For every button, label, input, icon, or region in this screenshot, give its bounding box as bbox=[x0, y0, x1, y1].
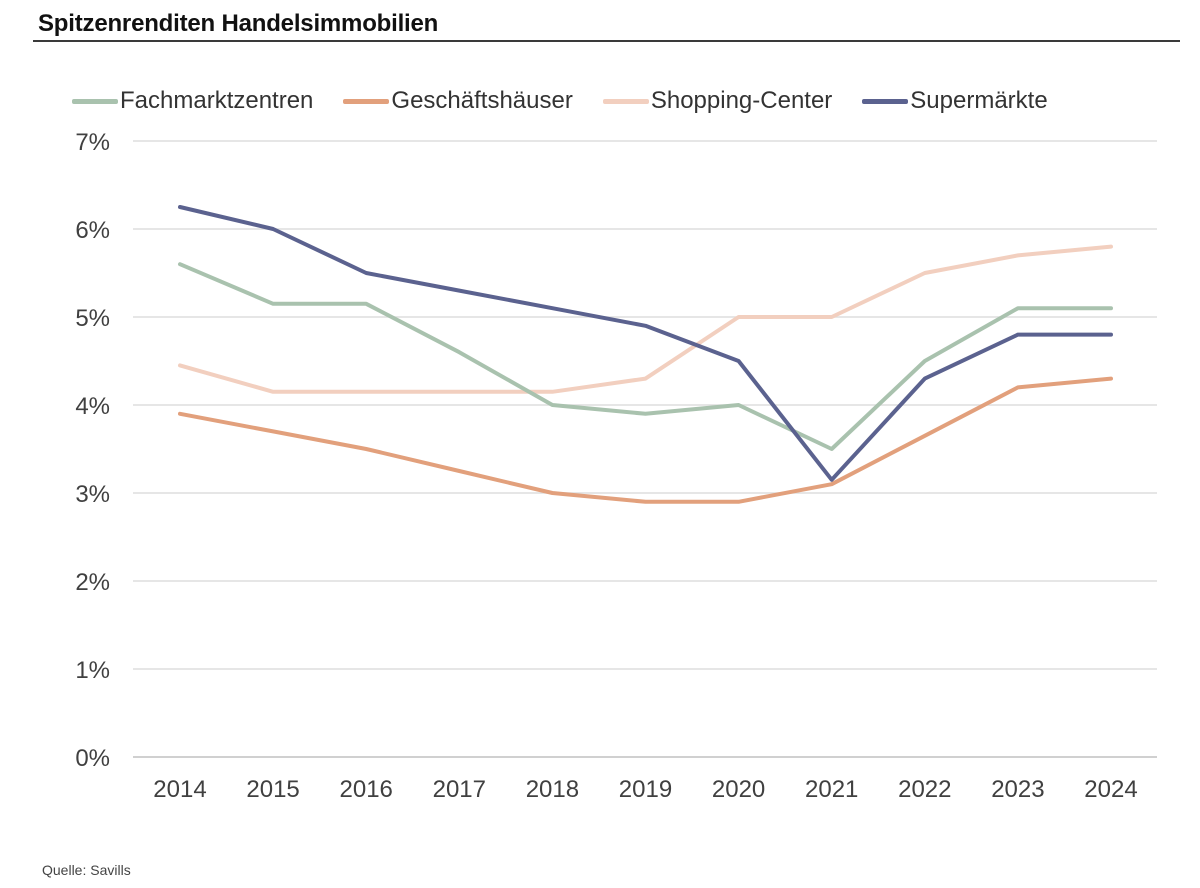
series-line-gesch-ftsh-user bbox=[178, 376, 1113, 504]
legend-item-shopping-center: Shopping-Center bbox=[602, 87, 833, 115]
legend-item-geschaeftshaeuser: Geschäftshäuser bbox=[343, 87, 573, 115]
x-tick-label: 2016 bbox=[340, 776, 393, 803]
x-tick-label: 2017 bbox=[433, 776, 486, 803]
chart-legend: Fachmarktzentren Geschäftshäuser Shoppin… bbox=[72, 86, 1078, 116]
x-tick-label: 2023 bbox=[991, 776, 1044, 803]
legend-label: Supermärkte bbox=[910, 87, 1048, 114]
legend-item-fachmarktzentren: Fachmarktzentren bbox=[72, 87, 313, 115]
legend-swatch-shopping-center bbox=[602, 98, 649, 104]
legend-label: Geschäftshäuser bbox=[391, 87, 573, 114]
legend-label: Shopping-Center bbox=[650, 87, 833, 114]
y-tick-label: 5% bbox=[75, 305, 110, 332]
x-tick-label: 2019 bbox=[619, 776, 672, 803]
x-tick-label: 2021 bbox=[805, 776, 858, 803]
series-line-superm-rkte bbox=[178, 205, 1113, 482]
x-tick-label: 2020 bbox=[712, 776, 765, 803]
legend-label: Fachmarktzentren bbox=[120, 87, 314, 114]
chart-title: Spitzenrenditen Handelsimmobilien bbox=[38, 10, 439, 37]
y-tick-label: 7% bbox=[75, 129, 110, 156]
y-tick-label: 0% bbox=[75, 745, 110, 772]
legend-swatch-supermaerkte bbox=[862, 98, 909, 104]
y-axis-tick-labels: 0% 1% 2% 3% 4% 5% 6% 7% bbox=[75, 129, 110, 772]
y-tick-label: 4% bbox=[75, 393, 110, 420]
y-tick-label: 6% bbox=[75, 217, 110, 244]
title-underline bbox=[33, 40, 1180, 42]
y-tick-label: 3% bbox=[75, 481, 110, 508]
y-tick-label: 2% bbox=[75, 569, 110, 596]
x-tick-label: 2014 bbox=[153, 776, 206, 803]
source-note: Quelle: Savills bbox=[42, 862, 131, 878]
x-tick-label: 2015 bbox=[246, 776, 299, 803]
series-lines bbox=[178, 205, 1113, 504]
legend-swatch-geschaeftshaeuser bbox=[343, 98, 390, 104]
x-tick-label: 2022 bbox=[898, 776, 951, 803]
x-tick-label: 2018 bbox=[526, 776, 579, 803]
y-tick-label: 1% bbox=[75, 657, 110, 684]
legend-item-supermaerkte: Supermärkte bbox=[862, 87, 1048, 115]
series-line-shopping-center bbox=[178, 244, 1113, 394]
legend-swatch-fachmarktzentren bbox=[72, 98, 118, 104]
series-line-fachmarktzentren bbox=[178, 262, 1113, 451]
x-tick-label: 2024 bbox=[1084, 776, 1137, 803]
x-axis-tick-labels: 2014 2015 2016 2017 2018 2019 2020 2021 2022 2023… bbox=[153, 776, 1137, 803]
